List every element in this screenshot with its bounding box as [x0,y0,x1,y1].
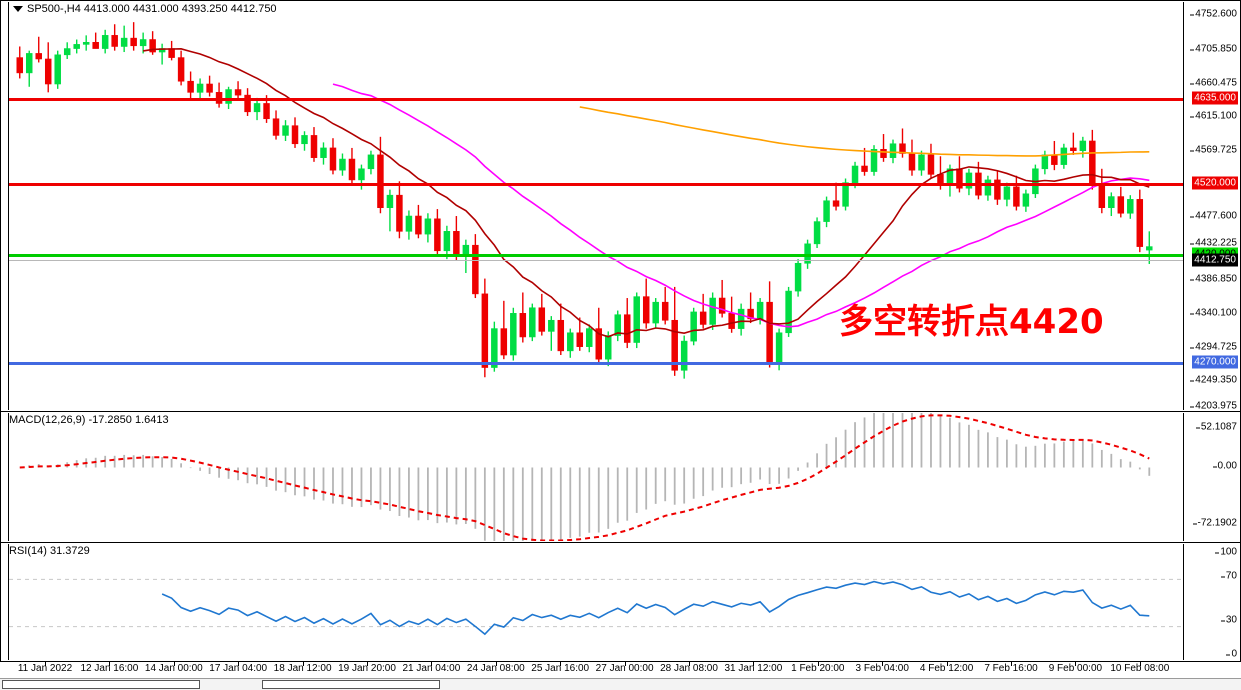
rsi-axis[interactable]: 100 70 30 0 [1183,544,1239,660]
time-axis-tick [45,662,46,666]
time-axis-tick [173,662,175,666]
rsi-axis-tick: 100 [1215,546,1237,558]
rsi-axis-tick: 0 [1226,648,1237,660]
time-axis-tick [1075,662,1077,666]
time-axis-tick [302,662,304,666]
price-axis-tick: 4569.725 [1190,144,1237,156]
price-axis-tick: 4432.225 [1190,237,1237,249]
pivot-annotation: 多空转折点4420 [839,302,1104,342]
price-axis-badge: 4412.750 [1192,253,1238,267]
price-axis-tick: 4294.725 [1190,341,1237,353]
rsi-panel-left-rail [2,544,9,660]
macd-axis[interactable]: 52.1087 0.00 -72.1902 [1183,413,1239,541]
price-svg [16,22,1153,379]
macd-svg [19,413,1151,541]
time-axis-tick [367,662,368,666]
time-axis-label: 10 Feb 08:00 [1110,663,1170,674]
macd-panel[interactable]: MACD(12,26,9) -17.2850 1.6413 52.1087 0.0… [0,411,1241,543]
time-axis-label: 28 Jan 08:00 [660,663,718,674]
time-axis-tick [238,662,240,666]
rsi-panel-title: RSI(14) 31.3729 [9,545,90,557]
price-chart-panel[interactable]: SP500-,H4 4413.000 4431.000 4393.250 441… [0,0,1241,412]
price-panel-title: SP500-,H4 4413.000 4431.000 4393.250 441… [13,3,277,15]
price-axis-tick: 4386.850 [1190,273,1237,285]
macd-plot-area[interactable] [9,413,1184,541]
price-axis-tick: 4477.600 [1190,210,1237,222]
time-axis-tick [1011,662,1012,666]
rsi-axis-tick: 70 [1220,570,1237,582]
time-axis-label: 24 Jan 08:00 [466,663,525,674]
price-panel-left-rail [2,2,9,410]
time-axis-label: 1 Feb 20:00 [791,663,845,674]
price-panel-title-text: SP500-,H4 4413.000 4431.000 4393.250 441… [27,3,277,15]
time-axis-tick [109,662,111,666]
time-axis-tick [882,662,884,666]
triangle-down-icon[interactable] [13,6,23,13]
time-axis-tick [753,662,755,666]
time-axis-label: 4 Feb 12:00 [919,663,974,674]
time-axis-label: 25 Jan 16:00 [531,663,590,674]
price-axis-badge: 4635.000 [1192,91,1238,105]
level-line-current-price-4412[interactable] [9,260,1184,261]
time-axis-label: 7 Feb 16:00 [984,663,1038,674]
time-axis-label: 31 Jan 12:00 [724,663,783,674]
macd-axis-tick: -72.1902 [1192,517,1237,529]
level-line-pivot-4420[interactable] [9,254,1184,257]
time-axis-tick [624,662,626,666]
macd-panel-title: MACD(12,26,9) -17.2850 1.6413 [9,414,169,426]
price-axis-tick: 4615.100 [1190,110,1237,122]
time-axis-tick [560,662,562,666]
scrollbar-thumb[interactable] [2,680,200,689]
level-line-resistance-4635[interactable] [9,98,1184,101]
price-axis-tick: 4249.350 [1190,374,1237,386]
time-axis-label: 3 Feb 04:00 [855,663,909,674]
macd-panel-left-rail [2,413,9,541]
time-axis-label: 19 Jan 20:00 [338,663,396,674]
time-axis-label: 27 Jan 00:00 [595,663,654,674]
time-axis-label: 9 Feb 00:00 [1048,663,1103,674]
price-plot-area[interactable]: 多空转折点4420 [9,2,1184,410]
scrollbar-thumb-secondary[interactable] [262,680,440,689]
time-axis[interactable]: 11 Jan 2022 12 Jan 16:00 14 Jan 00:00 17 Ja… [0,662,1241,678]
rsi-axis-tick: 30 [1220,614,1237,626]
rsi-panel[interactable]: RSI(14) 31.3729 100 70 30 0 [0,542,1241,662]
time-axis-tick [689,662,690,666]
rsi-plot-area[interactable] [9,544,1184,660]
time-axis-tick [431,662,433,666]
time-axis-label: 11 Jan 2022 [17,663,73,674]
price-axis-tick: 4340.100 [1190,307,1237,319]
price-axis-badge: 4270.000 [1192,355,1238,369]
price-axis[interactable]: 4752.600 4705.850 4660.475 4615.100 4569.725… [1183,2,1239,412]
time-axis-label: 14 Jan 00:00 [144,663,203,674]
time-axis-tick [495,662,497,666]
time-axis-label: 21 Jan 04:00 [402,663,461,674]
time-axis-label: 17 Jan 04:00 [209,663,268,674]
price-axis-tick: 4203.975 [1190,400,1237,412]
time-axis-tick [817,662,819,666]
level-line-resistance-4520[interactable] [9,183,1184,186]
level-line-support-4270[interactable] [9,362,1184,365]
horizontal-scrollbar[interactable] [0,678,1241,690]
price-axis-tick: 4660.475 [1190,77,1237,89]
time-axis-label: 12 Jan 16:00 [80,663,139,674]
price-axis-badge: 4520.000 [1192,176,1238,190]
price-axis-tick: 4705.850 [1190,43,1237,55]
time-axis-label: 18 Jan 12:00 [273,663,332,674]
time-axis-tick [1139,662,1141,666]
rsi-svg [9,578,1184,636]
macd-axis-tick: 0.00 [1212,460,1237,472]
price-axis-tick: 4752.600 [1190,8,1237,20]
macd-axis-tick: 52.1087 [1195,421,1237,433]
time-axis-tick [946,662,948,666]
